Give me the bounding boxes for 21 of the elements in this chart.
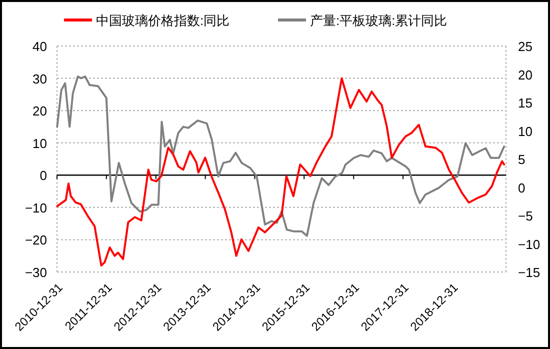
y-tick-label: 40 — [32, 39, 47, 54]
line-series — [56, 76, 506, 237]
y2-tick-label: 25 — [518, 39, 532, 54]
y-tick-label: 0 — [40, 168, 47, 184]
y2-tick-label: 15 — [518, 96, 532, 110]
y2-tick-label: 20 — [518, 67, 532, 82]
line-series — [56, 77, 506, 267]
y2-tick-label: 10 — [518, 124, 532, 139]
y2-tick-label: −5 — [518, 208, 533, 224]
y2-tick-label: −10 — [518, 236, 540, 252]
y-tick-label: −10 — [24, 200, 47, 216]
y-tick-label: −20 — [24, 232, 47, 248]
legend-label: 产量:平板玻璃:累计同比 — [310, 13, 448, 28]
y-tick-label: −30 — [24, 265, 47, 280]
y2-tick-label: 0 — [518, 180, 526, 196]
legend-label: 中国玻璃价格指数:同比 — [96, 13, 230, 28]
y-tick-label: 20 — [32, 104, 47, 119]
y2-tick-label: 5 — [518, 152, 526, 167]
y2-tick-label: −15 — [518, 265, 540, 280]
y-tick-label: 10 — [32, 136, 47, 151]
y-tick-label: 30 — [32, 71, 47, 86]
